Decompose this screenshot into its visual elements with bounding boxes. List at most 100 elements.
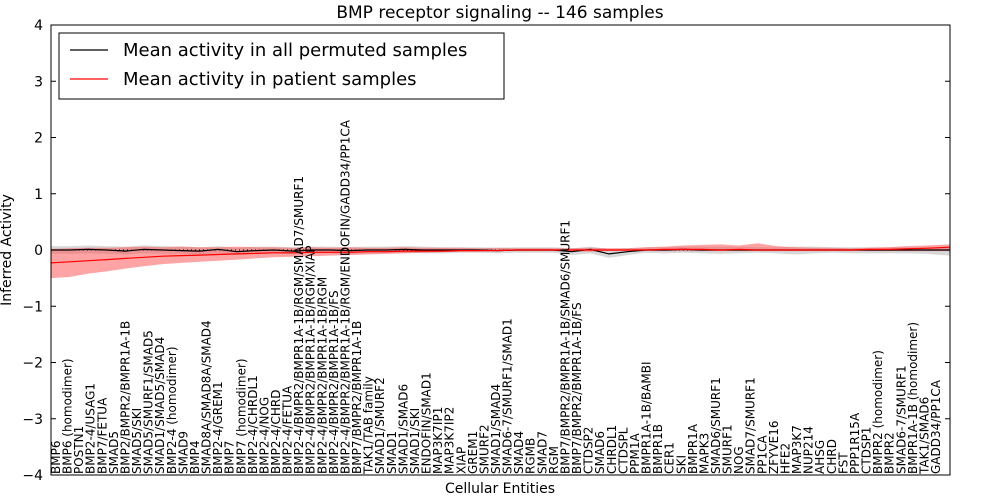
patient-line-group (50, 246, 951, 264)
x-tick-label: MAP3K7IP1 (431, 407, 445, 474)
x-tick-label: MAP3K7 (790, 425, 804, 474)
x-tick-label: CTDSPL (616, 427, 630, 474)
y-tick-label: 2 (34, 131, 43, 147)
patient-band-group (51, 243, 950, 279)
x-tick-label: GADD34/PP1CA (929, 379, 943, 474)
x-tick-label: CHRD (825, 439, 839, 474)
x-tick-label: FST (836, 452, 850, 474)
x-tick-label: SMAD6 (593, 431, 607, 474)
x-tick-label: SMAD6-7/SMURF1/SMAD1 (501, 318, 515, 474)
x-tick-label: BMPR1A-1B (homodimer) (906, 322, 920, 474)
x-tick-label: PPM1A (628, 433, 642, 474)
x-tick-label: SMAD7 (535, 431, 549, 474)
x-tick-label: BMPR2 (883, 432, 897, 474)
x-tick-label: TAK1/SMAD6 (917, 397, 931, 475)
x-tick-label: RGMB (524, 438, 538, 474)
x-tick-label: PPP1R15A (848, 412, 862, 474)
x-tick-label: SMAD8A/SMAD8A/SMAD4 (200, 320, 214, 474)
x-tick-label: BMP7/FETUA (95, 397, 109, 474)
x-tick-label: BMPR1B (651, 424, 665, 474)
chart-title: BMP receptor signaling -- 146 samples (336, 3, 663, 23)
legend: Mean activity in all permuted samples Me… (58, 32, 505, 100)
x-tick-label: SMURF2 (477, 424, 491, 474)
x-tick-label: BMP2-4/CHRDL1 (246, 375, 260, 474)
x-axis-label: Cellular Entities (445, 481, 555, 497)
x-tick-label: BMP2-4/BMPR2/BMPR1A-1B/FS (327, 290, 341, 474)
x-tick-label: BMP7 (223, 441, 237, 474)
x-tick-label: NOG (732, 446, 746, 474)
y-axis-label: Inferred Activity (0, 194, 15, 306)
x-tick-label: SMAD6-7/SMURF1 (894, 365, 908, 474)
x-tick-label: BMP7 (homodimer) (234, 358, 248, 474)
x-tick-label: CHRDL1 (605, 425, 619, 474)
x-tick-label: SMAD7/SMURF1 (744, 377, 758, 474)
x-tick-label: SKI (674, 455, 688, 474)
patient-line (50, 246, 951, 264)
x-tick-label: BMP7/BMPR2/BMPR1A-1B/FS (570, 302, 584, 474)
x-tick-label: BMP6 (49, 441, 63, 474)
x-tick-label: BMP2-4/BMPR2/BMPR1A-1B/RGM (315, 277, 329, 474)
y-tick-label: 1 (34, 187, 43, 203)
x-tick-label: AHSG (813, 440, 827, 474)
legend-box (58, 32, 505, 100)
x-tick-label: BMP2-4/GREM1 (211, 381, 225, 474)
x-tick-label: BMPR2 (homodimer) (871, 350, 885, 474)
x-tick-label: SMAD5/SKI (130, 408, 144, 474)
x-tick-label: BMP2-4/BMPR2/BMPR1A-1B/RGM/ENDOFIN/GADD3… (339, 119, 353, 474)
y-tick-label: 3 (34, 74, 43, 90)
x-tick-label: MAP3K7IP2 (443, 407, 457, 474)
x-tick-label: SMAD1/SMURF2 (373, 377, 387, 474)
y-tick-label: −2 (22, 356, 43, 372)
x-tick-label: SMAD4 (512, 431, 526, 474)
y-ticks: −4 −3 −2 −1 0 1 2 3 4 (22, 18, 950, 484)
x-tick-label: GREM1 (466, 431, 480, 474)
x-tick-label: BMP2-4 (homodimer) (165, 346, 179, 474)
x-tick-label: RGM (547, 446, 561, 474)
x-tick-label: ZFYVE16 (767, 420, 781, 474)
y-tick-label: −3 (22, 412, 43, 428)
x-tick-label: SMAD9 (176, 431, 190, 474)
x-tick-label: HFE2 (779, 443, 793, 474)
x-tick-label: BMP2-4/NOG (257, 397, 271, 474)
x-tick-label: BMP6 (homodimer) (61, 358, 75, 474)
x-tick-label: SMAD1/SKI (408, 408, 422, 474)
x-tick-label: NUP214 (802, 426, 816, 474)
x-tick-label: BMPR1A-1B/BAMBI (640, 361, 654, 474)
legend-patient-label: Mean activity in patient samples (123, 69, 417, 90)
x-tick-label: BMP2-4/BMPR2/BMPR1A-1B/RGM/XIAP (304, 245, 318, 474)
x-tick-label: SMAD1 (385, 431, 399, 474)
x-tick-label: SMAD5 (107, 431, 121, 474)
x-tick-label: SMAD1/SMAD4 (489, 384, 503, 474)
x-tick-label: PP1CA (755, 435, 769, 474)
y-tick-label: 4 (34, 18, 43, 34)
x-tick-label: TAK1/TAB family (362, 376, 376, 475)
x-tick-label: MAPK3 (697, 433, 711, 474)
x-tick-label: ENDOFIN/SMAD1 (420, 372, 434, 474)
legend-permuted-label: Mean activity in all permuted samples (123, 40, 467, 61)
x-tick-label: SMURF1 (721, 424, 735, 474)
x-tick-label: BMP2-4/FETUA (281, 385, 295, 474)
x-tick-label: CTDSP1 (860, 427, 874, 474)
x-tick-label: BMP2-4/USAG1 (84, 383, 98, 474)
x-tick-label: BMP7/BMPR2/BMPR1A-1B/SMAD6/SMURF1 (559, 220, 573, 474)
y-tick-label: 0 (34, 243, 43, 259)
x-tick-label: BMP2-4/BMPR2/BMPR1A-1B/RGM/SMAD7/SMURF1 (292, 176, 306, 474)
x-tick-label: CER1 (663, 442, 677, 474)
x-tick-label: BMPR1A (686, 423, 700, 474)
x-tick-label: SMAD6/SMURF1 (709, 377, 723, 474)
x-tick-label: SMAD5/SMURF1/SMAD5 (142, 330, 156, 474)
x-tick-label: BMP2-4/CHRD (269, 390, 283, 474)
x-tick-label: SMAD1/SMAD6 (396, 384, 410, 474)
patient-band (51, 243, 950, 279)
y-tick-label: −4 (22, 468, 43, 484)
y-tick-label: −1 (22, 299, 43, 315)
x-tick-label: CTDSP2 (582, 427, 596, 474)
x-tick-label: SMAD1/SMAD5/SMAD4 (153, 337, 167, 474)
x-tick-label: XIAP (454, 447, 468, 474)
x-tick-label: BMP4 (188, 441, 202, 474)
x-tick-label: POSTN1 (72, 426, 86, 474)
x-tick-label: BMP2/BMPR2/BMPR1A-1B (119, 321, 133, 474)
